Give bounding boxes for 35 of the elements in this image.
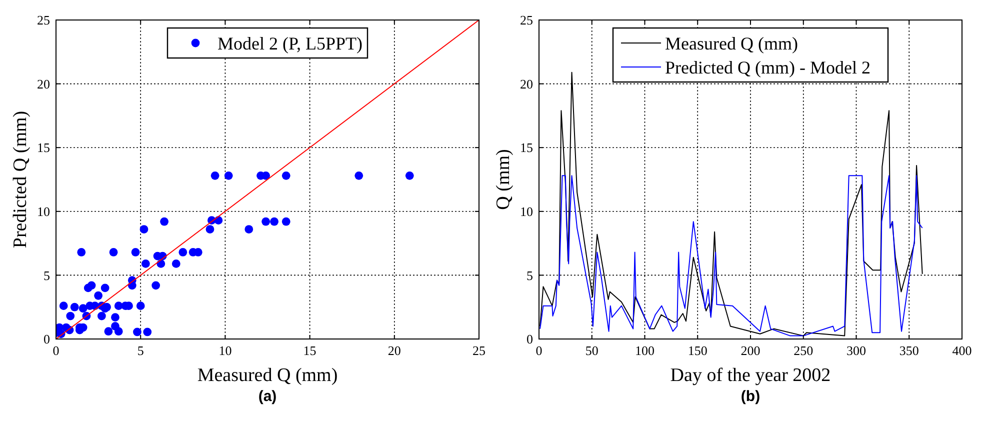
y-axis-title: Predicted Q (mm) — [10, 110, 31, 248]
y-tick-label: 10 — [37, 204, 50, 219]
x-tick-label: 400 — [952, 343, 972, 358]
x-tick-label: 5 — [137, 343, 144, 358]
legend-label: Measured Q (mm) — [665, 33, 798, 54]
y-tick-label: 25 — [37, 12, 50, 28]
y-tick-label: 15 — [520, 140, 533, 156]
y-tick-label: 0 — [526, 332, 533, 347]
y-tick-label: 5 — [44, 268, 50, 283]
x-tick-label: 20 — [388, 343, 401, 358]
line-series — [540, 175, 923, 336]
x-tick-label: 50 — [585, 343, 598, 358]
x-tick-label: 250 — [794, 343, 814, 358]
x-tick-label: 15 — [303, 343, 316, 358]
y-tick-label: 5 — [526, 268, 533, 283]
x-tick-label: 350 — [899, 343, 919, 358]
y-axis-title: Q (mm) — [493, 149, 514, 210]
legend-label: Predicted Q (mm) - Model 2 — [665, 57, 870, 78]
x-tick-label: 25 — [472, 343, 486, 358]
y-tick-label: 25 — [520, 12, 533, 28]
text: (a) — [258, 388, 277, 405]
x-axis-title: Day of the year 2002 — [670, 365, 831, 386]
x-tick-label: 10 — [218, 343, 232, 358]
x-tick-label: 100 — [635, 343, 654, 358]
legend-label: Model 2 (P, L5PPT) — [218, 33, 363, 54]
y-tick-label: 20 — [520, 76, 533, 92]
y-tick-label: 15 — [37, 140, 50, 156]
x-tick-label: 300 — [846, 343, 866, 358]
x-tick-label: 150 — [688, 343, 708, 358]
x-tick-label: 200 — [740, 343, 760, 358]
y-tick-label: 10 — [520, 204, 533, 219]
y-tick-label: 0 — [44, 332, 50, 347]
y-tick-label: 20 — [37, 76, 50, 92]
x-axis-title: Measured Q (mm) — [197, 365, 338, 386]
text: (b) — [740, 388, 760, 405]
